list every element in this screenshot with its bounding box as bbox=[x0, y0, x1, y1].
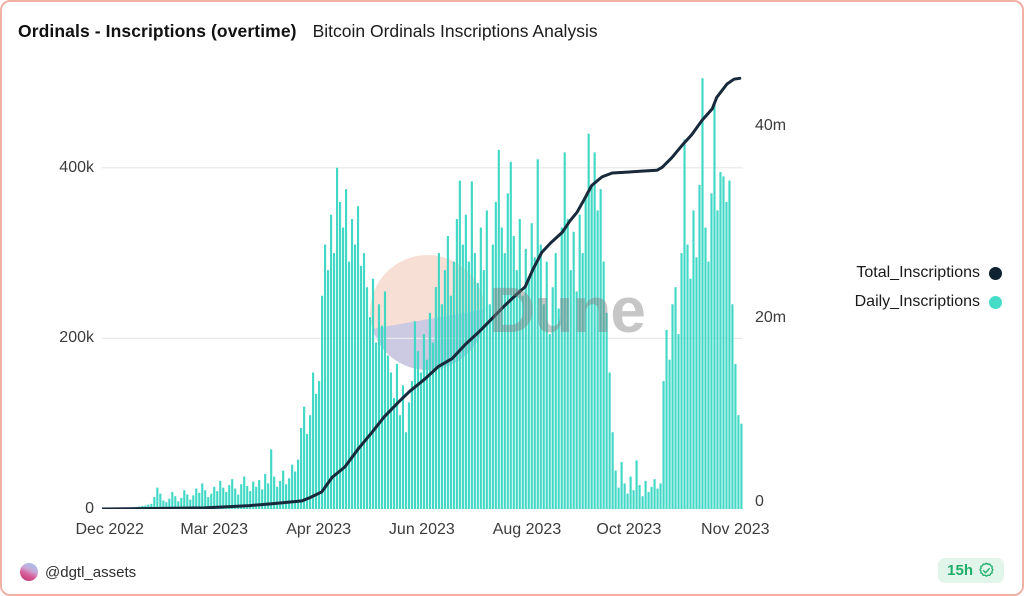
x-axis-tick: Apr 2023 bbox=[286, 521, 352, 538]
chart-canvas bbox=[102, 76, 743, 509]
x-axis-tick: Mar 2023 bbox=[180, 521, 248, 538]
right-y-axis: 0 20m 40m bbox=[751, 62, 811, 510]
x-axis-tick: Dec 2022 bbox=[75, 521, 144, 538]
verified-check-icon bbox=[979, 562, 994, 577]
author-avatar bbox=[20, 563, 38, 581]
x-axis-tick: Nov 2023 bbox=[701, 521, 770, 538]
legend-label: Total_Inscriptions bbox=[856, 264, 980, 281]
data-freshness-badge[interactable]: 15h bbox=[938, 558, 1004, 583]
right-axis-tick: 0 bbox=[755, 493, 764, 510]
card-footer: @dgtl_assets 15h bbox=[2, 548, 1022, 594]
legend-label: Daily_Inscriptions bbox=[854, 293, 980, 310]
chart-header: Ordinals - Inscriptions (overtime) Bitco… bbox=[18, 21, 598, 42]
x-axis-tick: Jun 2023 bbox=[388, 521, 455, 538]
legend-item-total-inscriptions[interactable]: Total_Inscriptions bbox=[855, 264, 1002, 282]
chart-legend: Total_Inscriptions Daily_Inscriptions bbox=[855, 264, 1002, 322]
legend-item-daily-inscriptions[interactable]: Daily_Inscriptions bbox=[855, 293, 1002, 311]
x-axis: Dec 2022 Mar 2023 Apr 2023 Jun 2023 Aug 2023… bbox=[75, 521, 769, 545]
right-axis-tick: 20m bbox=[755, 308, 787, 326]
chart-plot-area bbox=[102, 62, 743, 509]
age-text: 15h bbox=[947, 562, 973, 579]
left-axis-tick: 0 bbox=[85, 500, 94, 517]
left-axis-tick: 200k bbox=[59, 329, 94, 347]
left-axis-tick: 400k bbox=[59, 158, 94, 176]
chart-title: Ordinals - Inscriptions (overtime) bbox=[18, 21, 297, 41]
right-axis-tick: 40m bbox=[755, 117, 787, 135]
author-link[interactable]: @dgtl_assets bbox=[20, 563, 136, 581]
x-axis-tick: Aug 2023 bbox=[492, 521, 562, 538]
legend-dot-navy bbox=[989, 266, 1002, 280]
chart-subtitle: Bitcoin Ordinals Inscriptions Analysis bbox=[312, 21, 598, 41]
author-handle: @dgtl_assets bbox=[45, 563, 137, 581]
legend-dot-teal bbox=[989, 295, 1002, 309]
left-y-axis: 0 200k 400k bbox=[2, 62, 94, 517]
x-axis-tick: Oct 2023 bbox=[596, 521, 662, 538]
